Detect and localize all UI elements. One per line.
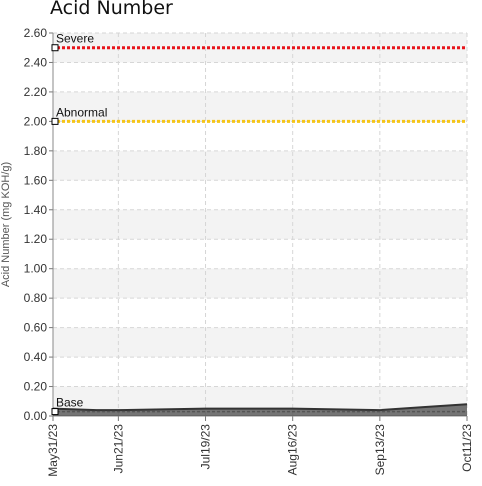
threshold-label-severe: Severe [56,32,94,46]
threshold-marker [51,117,59,125]
y-tick-label: 0.20 [24,380,48,394]
chart-title: Acid Number [50,0,173,19]
x-tick-label: May31/23 [46,424,60,477]
y-tick-label: 1.60 [24,173,48,187]
y-tick-label: 0.80 [24,291,48,305]
y-tick-label: 0.00 [24,409,48,423]
y-tick-label: 2.40 [24,55,48,69]
x-tick-label: Jun21/23 [111,424,125,474]
y-tick-label: 2.00 [24,114,48,128]
y-axis-title: Acid Number (mg KOH/g) [0,162,12,287]
grid-band [53,268,467,299]
series-area [53,404,467,416]
grid-band [53,150,467,181]
y-tick-label: 2.20 [24,85,48,99]
x-tick-label: Sep13/23 [373,424,387,476]
y-tick-label: 0.60 [24,321,48,335]
threshold-marker [51,44,59,52]
y-tick-label: 2.60 [24,26,48,40]
threshold-label-abnormal: Abnormal [56,105,107,119]
threshold-marker [51,408,59,416]
y-tick-label: 1.00 [24,262,48,276]
x-tick-label: Jul19/23 [199,424,213,470]
y-tick-label: 1.40 [24,203,48,217]
x-tick-label: Aug16/23 [286,424,300,476]
grid-band [53,91,467,122]
grid-band [53,209,467,240]
grid-band [53,327,467,358]
x-tick-label: Oct11/23 [460,424,474,472]
threshold-label-base: Base [56,396,84,410]
y-tick-label: 1.20 [24,232,48,246]
y-tick-label: 1.80 [24,144,48,158]
y-tick-label: 0.40 [24,350,48,364]
series-line [52,403,468,412]
